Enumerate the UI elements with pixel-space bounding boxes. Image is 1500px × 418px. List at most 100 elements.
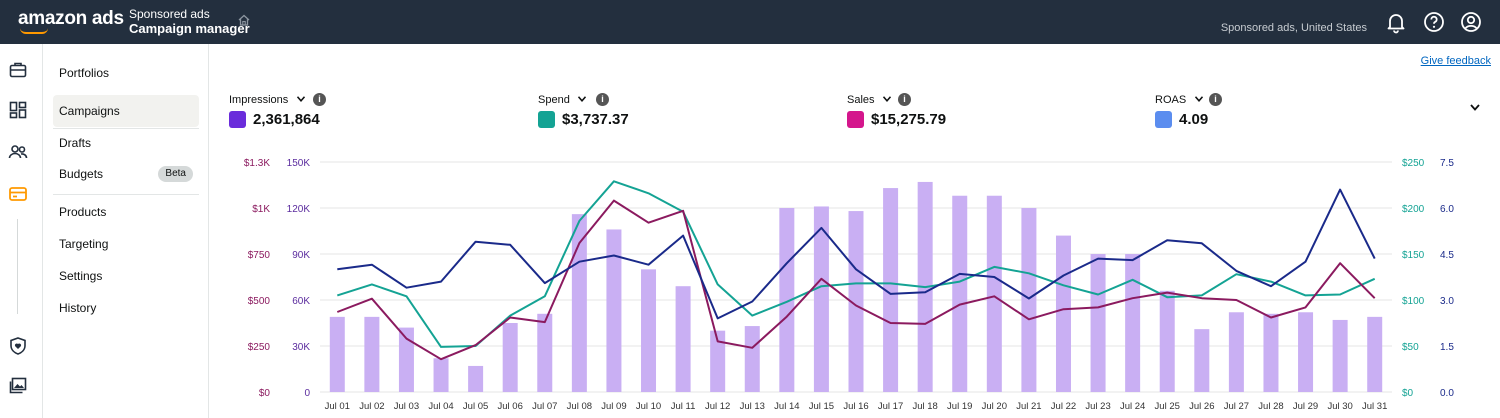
impressions-axis-tick: 60K [292, 296, 310, 307]
nav-item-budgets[interactable]: Budgets Beta [53, 158, 199, 190]
impressions-bar [917, 181, 933, 392]
sales-axis-tick: $0 [259, 388, 271, 399]
sales-axis-tick: $500 [248, 296, 271, 307]
spend-axis-tick: $150 [1402, 250, 1425, 261]
info-icon[interactable]: i [1209, 93, 1222, 106]
impressions-bar [986, 195, 1002, 392]
impressions-bar [675, 286, 691, 392]
nav-item-portfolios[interactable]: Portfolios [59, 66, 110, 80]
metric-label[interactable]: Spend [538, 94, 570, 106]
metric-spend[interactable]: Spend i $3,737.37 [538, 90, 629, 128]
breadcrumb-parent[interactable]: Sponsored ads [129, 7, 210, 21]
x-axis-tick-label: Jul 02 [359, 401, 384, 412]
spend-axis-tick: $100 [1402, 296, 1425, 307]
chevron-down-icon[interactable] [578, 96, 587, 102]
roas-axis-tick: 7.5 [1440, 158, 1454, 169]
impressions-bar [571, 214, 587, 392]
impressions-bar [398, 327, 414, 392]
x-axis-tick-label: Jul 03 [394, 401, 419, 412]
info-icon[interactable]: i [313, 93, 326, 106]
metric-roas[interactable]: ROAS i 4.09 [1155, 90, 1222, 128]
metric-label[interactable]: ROAS [1155, 94, 1187, 106]
roas-axis-tick: 3.0 [1440, 296, 1454, 307]
help-icon[interactable] [1422, 10, 1446, 34]
x-axis-tick-label: Jul 01 [325, 401, 350, 412]
impressions-bar [1263, 313, 1279, 392]
nav-item-campaigns[interactable]: Campaigns [53, 95, 199, 127]
impressions-axis-tick: 150K [287, 158, 311, 169]
spend-axis-tick: $0 [1402, 388, 1414, 399]
x-axis-tick-label: Jul 16 [843, 401, 868, 412]
info-icon[interactable]: i [898, 93, 911, 106]
metric-color-swatch[interactable] [229, 111, 246, 128]
impressions-bar [744, 326, 760, 392]
impressions-bar [433, 358, 449, 392]
nav-item-products[interactable]: Products [59, 205, 107, 219]
rail-divider [17, 219, 18, 314]
x-axis-tick-label: Jul 15 [809, 401, 834, 412]
expand-chevron-icon[interactable] [1470, 104, 1480, 111]
info-icon[interactable]: i [596, 93, 609, 106]
x-axis-tick-label: Jul 22 [1051, 401, 1076, 412]
account-icon[interactable] [1459, 10, 1483, 34]
spend-axis-tick: $250 [1402, 158, 1425, 169]
briefcase-icon[interactable] [8, 60, 28, 80]
x-axis-tick-label: Jul 06 [498, 401, 523, 412]
impressions-axis-tick: 30K [292, 342, 310, 353]
metric-color-swatch[interactable] [1155, 111, 1172, 128]
sales-line [336, 199, 1376, 361]
account-selector[interactable]: Sponsored ads, United States [1220, 22, 1367, 34]
impressions-bar [1367, 316, 1383, 392]
x-axis-tick-label: Jul 21 [1016, 401, 1041, 412]
amazon-ads-logo[interactable]: amazon ads [18, 8, 124, 29]
metric-impressions[interactable]: Impressions i 2,361,864 [229, 90, 326, 128]
x-axis-tick-label: Jul 20 [982, 401, 1007, 412]
chevron-down-icon[interactable] [1194, 96, 1203, 102]
metric-sales[interactable]: Sales i $15,275.79 [847, 90, 946, 128]
impressions-bar [364, 316, 380, 392]
metric-label[interactable]: Sales [847, 94, 875, 106]
x-axis-tick-label: Jul 28 [1258, 401, 1283, 412]
roas-line [337, 188, 1376, 320]
impressions-axis-tick: 0 [304, 388, 310, 399]
impressions-bar [1055, 235, 1071, 392]
x-axis-tick-label: Jul 17 [878, 401, 903, 412]
x-axis-tick-label: Jul 31 [1362, 401, 1387, 412]
bell-icon[interactable] [1384, 10, 1408, 34]
metric-value: 2,361,864 [253, 111, 320, 128]
impressions-bar [1228, 312, 1244, 392]
impressions-bar [1021, 208, 1037, 392]
dashboard-icon[interactable] [8, 100, 28, 120]
breadcrumb-current: Campaign manager [129, 21, 250, 36]
impressions-bar [779, 208, 795, 392]
metric-label[interactable]: Impressions [229, 94, 289, 106]
home-icon[interactable] [237, 13, 251, 27]
chevron-down-icon[interactable] [296, 96, 305, 102]
sales-axis-tick: $1.3K [244, 158, 270, 169]
impressions-bar [502, 323, 518, 392]
image-gallery-icon[interactable] [8, 376, 28, 396]
campaign-card-icon[interactable] [8, 184, 28, 204]
metric-color-swatch[interactable] [538, 111, 555, 128]
give-feedback-link[interactable]: Give feedback [1420, 55, 1491, 67]
people-icon[interactable] [8, 142, 28, 162]
impressions-bar [1332, 319, 1348, 392]
x-axis-tick-label: Jul 29 [1293, 401, 1318, 412]
impressions-bar [537, 313, 553, 392]
nav-item-history[interactable]: History [59, 301, 97, 315]
logo-smile-icon [20, 28, 48, 34]
shield-heart-icon[interactable] [8, 336, 28, 356]
impressions-bar [1159, 290, 1175, 392]
nav-item-targeting[interactable]: Targeting [59, 237, 109, 251]
impressions-bar [468, 365, 484, 392]
spend-axis-tick: $50 [1402, 342, 1419, 353]
impressions-bar [606, 229, 622, 392]
spend-line [336, 180, 1376, 348]
metric-color-swatch[interactable] [847, 111, 864, 128]
nav-item-label: Budgets [59, 167, 104, 181]
nav-item-drafts[interactable]: Drafts [59, 136, 92, 150]
chevron-down-icon[interactable] [882, 96, 891, 102]
nav-divider [53, 194, 199, 195]
nav-item-settings[interactable]: Settings [59, 269, 103, 283]
